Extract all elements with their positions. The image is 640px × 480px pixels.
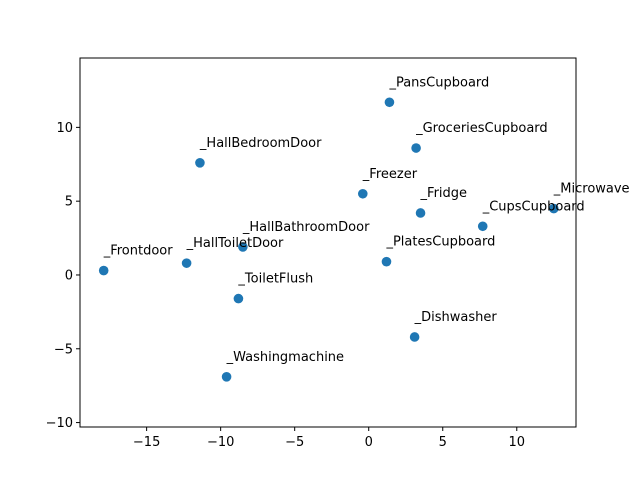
x-tick-label: 10 — [509, 435, 526, 450]
data-point — [548, 203, 559, 214]
x-tick-label: 5 — [439, 435, 447, 450]
point-label: _Freezer — [362, 167, 418, 182]
point-label: _PansCupboard — [388, 75, 489, 90]
point-label: _Fridge — [420, 186, 468, 201]
y-tick-label: 0 — [65, 268, 73, 283]
axis-ticks: −15 −10 −5 0 5 10 −10 −5 0 5 10 — [46, 121, 525, 450]
point-label: _GroceriesCupboard — [415, 121, 548, 136]
data-point — [477, 221, 488, 232]
y-tick-label: 10 — [56, 121, 73, 136]
y-tick-label: −5 — [54, 342, 73, 357]
data-point — [233, 293, 244, 304]
point-labels: _PansCupboard _GroceriesCupboard _HallBedr… — [103, 75, 630, 365]
point-label: _HallBathroomDoor — [242, 220, 370, 235]
data-point — [357, 188, 368, 199]
point-label: _CupsCupboard — [482, 199, 585, 214]
point-label: _Dishwasher — [414, 310, 498, 325]
data-point — [195, 157, 205, 168]
point-label: _Microwave — [553, 182, 630, 197]
point-label: _Washingmachine — [226, 350, 344, 365]
point-label: _ToiletFlush — [237, 272, 313, 287]
data-point — [411, 143, 421, 153]
data-point — [181, 258, 192, 268]
data-point — [415, 208, 426, 218]
data-point — [221, 372, 232, 382]
x-tick-label: 0 — [365, 435, 373, 450]
point-label: _HallToiletDoor — [186, 236, 284, 251]
x-tick-label: −15 — [133, 435, 160, 450]
plot-frame — [79, 57, 577, 428]
x-tick-label: −10 — [207, 435, 234, 450]
data-points — [98, 97, 559, 382]
data-point — [409, 332, 420, 342]
y-tick-label: 5 — [65, 195, 73, 210]
y-tick-label: −10 — [46, 416, 73, 431]
data-point — [98, 265, 109, 276]
data-point — [381, 256, 392, 267]
point-label: _HallBedroomDoor — [199, 136, 322, 151]
point-label: _PlatesCupboard — [385, 235, 495, 250]
point-label: _Frontdoor — [103, 244, 174, 259]
data-point — [384, 97, 395, 108]
x-tick-label: −5 — [285, 435, 304, 450]
data-point — [238, 242, 248, 252]
